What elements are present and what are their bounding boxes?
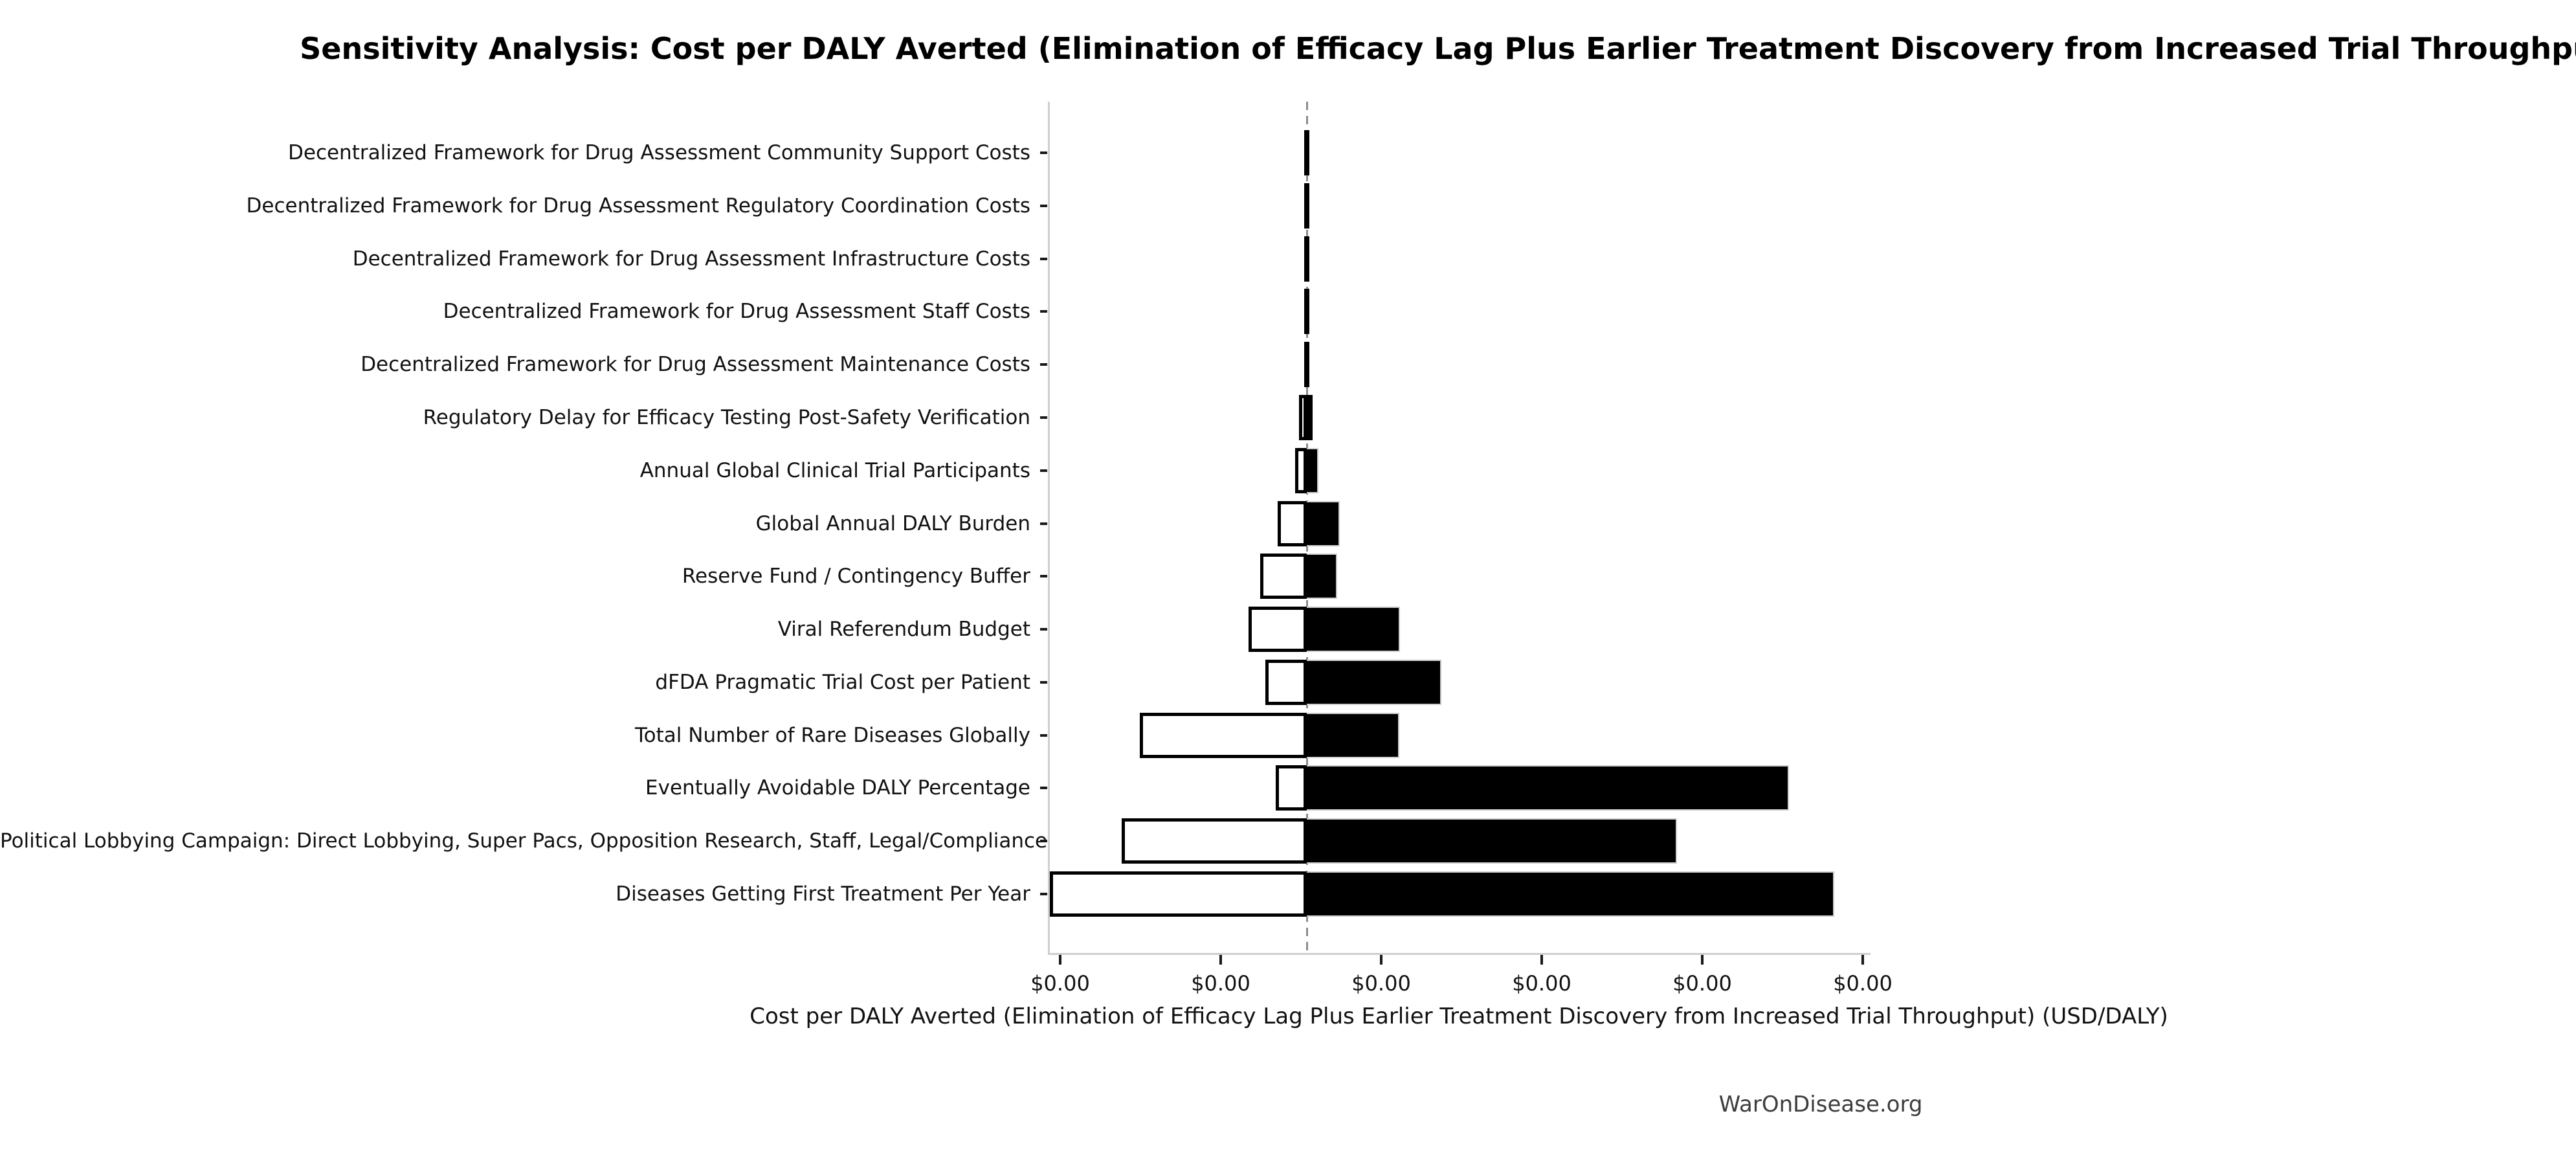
category-label: Decentralized Framework for Drug Assessm… — [361, 353, 1030, 377]
x-tick-label: $0.00 — [1351, 971, 1411, 996]
bar-low-segment — [1304, 130, 1307, 175]
x-tick-label: $0.00 — [1833, 971, 1893, 996]
bar-high-segment — [1307, 342, 1309, 388]
category-label: Global Annual DALY Burden — [755, 511, 1030, 535]
bar-low-segment — [1122, 818, 1307, 864]
bar-low-segment — [1276, 765, 1307, 811]
category-label: Decentralized Framework for Drug Assessm… — [288, 141, 1030, 164]
category-label: Decentralized Framework for Drug Assessm… — [352, 247, 1030, 271]
y-tick-mark — [1040, 257, 1047, 260]
category-label: Diseases Getting First Treatment Per Yea… — [616, 882, 1030, 906]
category-label: Annual Global Clinical Trial Participant… — [639, 458, 1030, 482]
x-tick-mark — [1540, 955, 1543, 965]
x-tick-label: $0.00 — [1672, 971, 1732, 996]
bar-low-segment — [1299, 394, 1307, 440]
bar-low-segment — [1304, 183, 1307, 229]
watermark-text: WarOnDisease.org — [1718, 1091, 1923, 1117]
bar-low-segment — [1050, 871, 1307, 917]
x-tick-mark — [1219, 955, 1222, 965]
bar-high-segment — [1307, 871, 1834, 917]
bar-high-segment — [1307, 554, 1337, 599]
y-tick-mark — [1040, 680, 1047, 684]
y-tick-mark — [1040, 787, 1047, 790]
category-label: Eventually Avoidable DALY Percentage — [645, 776, 1030, 800]
bar-low-segment — [1249, 607, 1307, 653]
y-tick-mark — [1040, 469, 1047, 472]
bar-low-segment — [1304, 289, 1307, 335]
x-tick-label: $0.00 — [1512, 971, 1571, 996]
bar-low-segment — [1304, 236, 1307, 282]
y-axis-spine — [1048, 102, 1050, 955]
y-tick-mark — [1040, 151, 1047, 154]
y-tick-mark — [1040, 416, 1047, 419]
bar-high-segment — [1307, 236, 1309, 282]
x-axis-spine — [1048, 953, 1871, 955]
bar-high-segment — [1307, 765, 1789, 811]
x-axis-label: Cost per DALY Averted (Elimination of Ef… — [749, 1003, 2168, 1029]
x-tick-mark — [1380, 955, 1382, 965]
bar-high-segment — [1307, 712, 1399, 758]
y-tick-mark — [1040, 733, 1047, 737]
bar-high-segment — [1307, 500, 1340, 546]
bar-high-segment — [1307, 447, 1318, 493]
y-tick-mark — [1040, 522, 1047, 525]
category-label: Viral Referendum Budget — [777, 618, 1030, 642]
y-tick-mark — [1040, 575, 1047, 578]
bar-high-segment — [1307, 289, 1309, 335]
bar-low-segment — [1260, 554, 1307, 599]
x-tick-mark — [1059, 955, 1061, 965]
y-tick-mark — [1040, 893, 1047, 896]
y-tick-mark — [1040, 310, 1047, 313]
category-label: Decentralized Framework for Drug Assessm… — [246, 194, 1030, 218]
chart-title: Sensitivity Analysis: Cost per DALY Aver… — [300, 31, 2576, 66]
x-tick-label: $0.00 — [1191, 971, 1250, 996]
y-tick-mark — [1040, 204, 1047, 207]
bar-low-segment — [1278, 500, 1307, 546]
bar-high-segment — [1307, 818, 1677, 864]
category-label: Decentralized Framework for Drug Assessm… — [443, 300, 1030, 324]
bar-high-segment — [1307, 394, 1313, 440]
bar-high-segment — [1307, 130, 1309, 175]
bar-low-segment — [1304, 342, 1307, 388]
x-tick-mark — [1861, 955, 1864, 965]
category-label: Total Number of Rare Diseases Globally — [635, 723, 1030, 747]
category-label: Reserve Fund / Contingency Buffer — [682, 565, 1030, 588]
x-tick-label: $0.00 — [1030, 971, 1090, 996]
bar-high-segment — [1307, 607, 1400, 653]
bar-high-segment — [1307, 659, 1441, 705]
category-label: Regulatory Delay for Efficacy Testing Po… — [423, 405, 1030, 429]
category-label: dFDA Pragmatic Trial Cost per Patient — [655, 670, 1030, 694]
bar-low-segment — [1295, 447, 1307, 493]
category-label: Political Lobbying Campaign: Direct Lobb… — [0, 829, 1048, 853]
x-tick-mark — [1701, 955, 1704, 965]
bar-high-segment — [1307, 183, 1309, 229]
y-tick-mark — [1040, 628, 1047, 631]
bar-low-segment — [1140, 712, 1307, 758]
y-tick-mark — [1040, 840, 1047, 843]
bar-low-segment — [1265, 659, 1307, 705]
y-tick-mark — [1040, 363, 1047, 366]
